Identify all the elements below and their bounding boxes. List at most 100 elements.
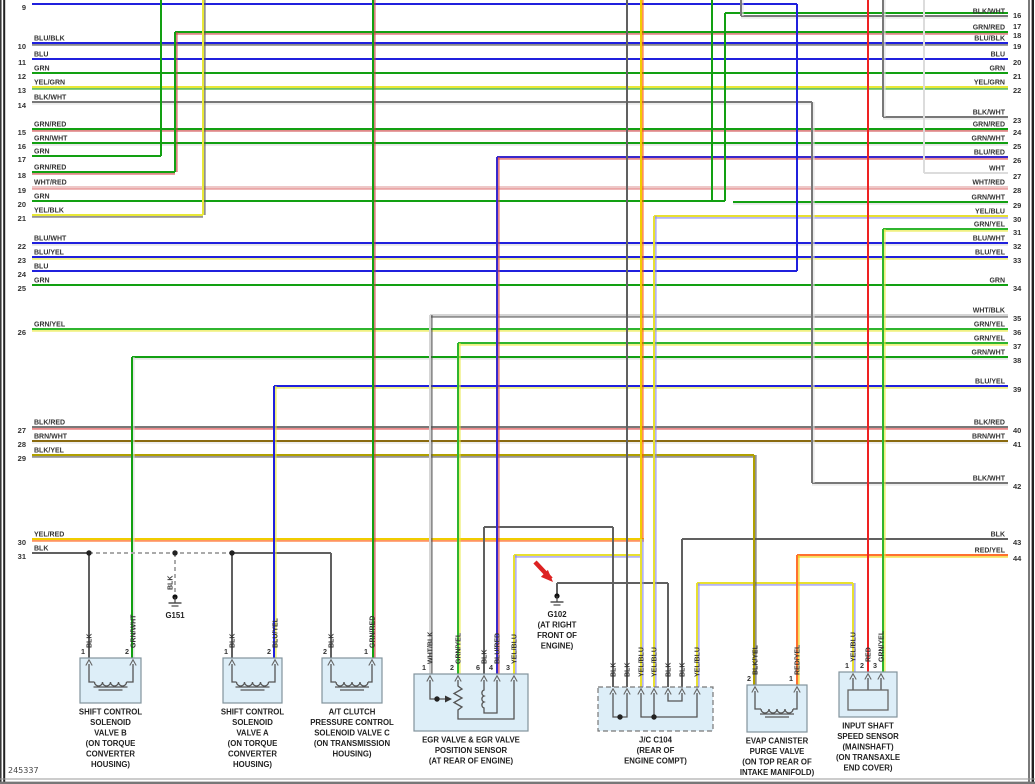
- right-wire-label: WHT/RED: [972, 180, 1005, 187]
- right-pin-number: 41: [1013, 440, 1021, 449]
- right-wire-label: YEL/GRN: [974, 80, 1005, 87]
- component-name: END COVER): [844, 764, 893, 773]
- left-pin-number: 17: [18, 155, 26, 164]
- pin-arrow: [271, 658, 279, 666]
- right-pin-number: 31: [1013, 228, 1021, 237]
- component-pin-number: 1: [789, 674, 793, 683]
- right-wire-label: BLU/BLK: [974, 36, 1005, 43]
- component-name: EGR VALVE & EGR VALVE: [422, 736, 520, 745]
- pin-arrow: [609, 687, 617, 695]
- right-wire-label: BLK: [991, 532, 1005, 539]
- component-name: ENGINE COMPT): [624, 757, 687, 766]
- left-wire-label: BLU/WHT: [34, 236, 67, 243]
- pin-arrow: [664, 687, 672, 695]
- pin-arrow: [678, 687, 686, 695]
- left-wire-label: BLU: [34, 264, 48, 271]
- component-wire-label: BLU/RED: [495, 633, 502, 664]
- left-pin-number: 10: [18, 42, 26, 51]
- right-wire-label: GRN/YEL: [974, 222, 1006, 229]
- component-wire-label: RED: [866, 647, 873, 662]
- right-wire-label: BLK/RED: [974, 420, 1005, 427]
- junction-dot: [434, 696, 440, 702]
- pin-arrow: [637, 687, 645, 695]
- component-wire-label: BLK: [230, 634, 237, 648]
- component-wire-label: YEL/BLU: [851, 632, 858, 662]
- ground-label: G102: [547, 610, 567, 619]
- component-wire-label: GRN/RED: [370, 616, 377, 648]
- component-wire-label: BLK/YEL: [753, 644, 760, 675]
- right-wire-label: GRN/WHT: [972, 195, 1006, 202]
- left-pin-number: 19: [18, 186, 26, 195]
- component-pin-number: 2: [747, 674, 751, 683]
- right-wire-label: GRN: [989, 66, 1005, 73]
- pin-arrow: [327, 658, 335, 666]
- left-pin-number: 23: [18, 256, 26, 265]
- pin-arrow: [650, 687, 658, 695]
- left-wire-label: YEL/GRN: [34, 80, 65, 87]
- ground-label: ENGINE): [541, 642, 574, 651]
- pin-arrow: [793, 685, 801, 693]
- left-wire-label: GRN/RED: [34, 122, 66, 129]
- right-wire-label: GRN/YEL: [974, 322, 1006, 329]
- ground-label: FRONT OF: [537, 631, 577, 640]
- left-pin-number: 30: [18, 538, 26, 547]
- component-wire-label: BLK: [666, 663, 673, 677]
- right-pin-number: 30: [1013, 215, 1021, 224]
- right-pin-number: 33: [1013, 256, 1021, 265]
- pin-arrow: [368, 658, 376, 666]
- component-wire-label: YEL/BLU: [695, 647, 702, 677]
- component-name: (ON TOP REAR OF: [742, 758, 812, 767]
- sensor-element: [847, 689, 889, 711]
- coil-legs: [231, 664, 276, 683]
- component-name: VALVE B: [94, 729, 127, 738]
- coil: [760, 708, 794, 714]
- right-wire-label: BLU/YEL: [975, 379, 1006, 386]
- left-wire-label: BLK/YEL: [34, 448, 65, 455]
- left-pin-number: 16: [18, 142, 26, 151]
- component-box-egr-valve: [413, 673, 529, 732]
- right-pin-number: 25: [1013, 142, 1021, 151]
- component-wire-label: YEL/BLU: [652, 647, 659, 677]
- left-pin-number: 21: [18, 214, 26, 223]
- component-name: (ON TORQUE: [228, 739, 278, 748]
- junction-dot: [651, 714, 657, 720]
- component-name: INPUT SHAFT: [842, 722, 894, 731]
- right-wire-label: WHT: [989, 166, 1006, 173]
- right-pin-number: 29: [1013, 201, 1021, 210]
- component-wire-label: BLK: [680, 663, 687, 677]
- component-pin-number: 1: [845, 661, 849, 670]
- left-wire-label: WHT/RED: [34, 180, 67, 187]
- left-pin-number: 14: [18, 101, 27, 110]
- pin-arrow: [877, 672, 885, 680]
- right-pin-number: 28: [1013, 186, 1021, 195]
- left-pin-number: 18: [18, 171, 26, 180]
- left-pin-number: 26: [18, 328, 26, 337]
- pin-arrow: [480, 674, 488, 682]
- left-pin-number: 15: [18, 128, 26, 137]
- pin-arrow: [693, 687, 701, 695]
- pin-arrow: [129, 658, 137, 666]
- right-pin-number: 40: [1013, 426, 1021, 435]
- component-name: (REAR OF: [637, 746, 675, 755]
- left-wire-label: BLK/RED: [34, 420, 65, 427]
- coil-legs: [330, 664, 373, 683]
- junction-dot: [617, 714, 623, 720]
- egr-resistor: [452, 680, 515, 720]
- right-wire-label: BLK/WHT: [973, 110, 1006, 117]
- left-wire-label: BLK: [34, 546, 48, 553]
- component-name: PRESSURE CONTROL: [310, 718, 394, 727]
- component-wire-label: BLK: [625, 663, 632, 677]
- right-pin-number: 44: [1013, 554, 1022, 563]
- left-wire-label: GRN: [34, 66, 50, 73]
- component-pin-number: 2: [267, 647, 271, 656]
- left-wire-label: YEL/RED: [34, 532, 64, 539]
- right-wire-label: GRN/RED: [973, 122, 1005, 129]
- component-wire-label: YEL/BLU: [512, 634, 519, 664]
- right-wire-label: BLU/WHT: [973, 236, 1006, 243]
- left-wire-label: GRN: [34, 194, 50, 201]
- left-wire-label: GRN: [34, 278, 50, 285]
- left-wire-label: BRN/WHT: [34, 434, 68, 441]
- right-pin-number: 16: [1013, 11, 1021, 20]
